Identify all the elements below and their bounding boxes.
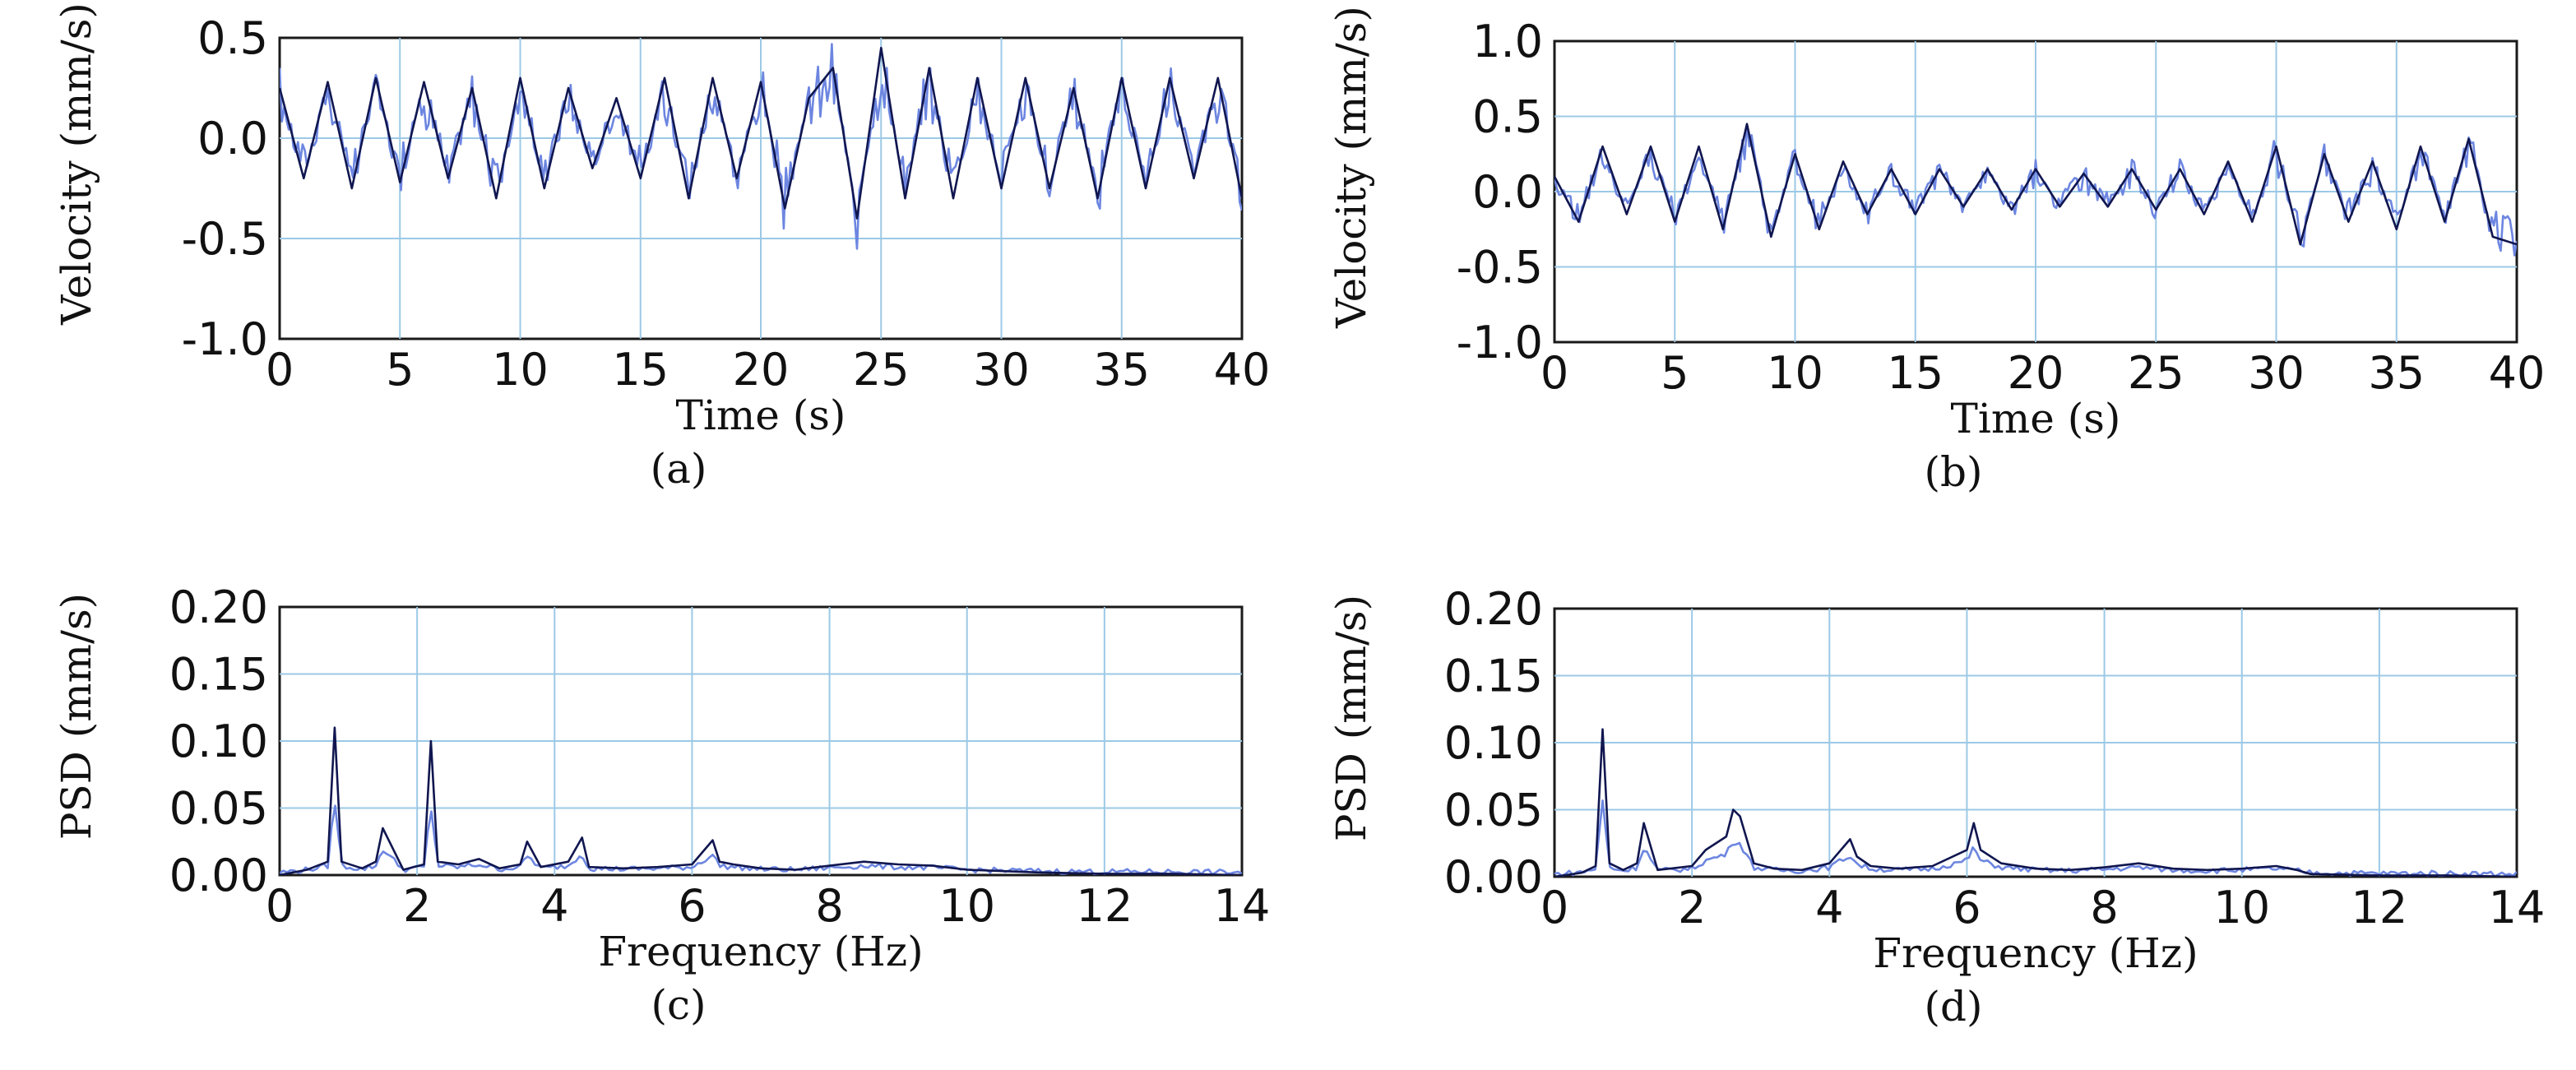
- series-line: [280, 46, 1242, 220]
- y-tick-label: -0.5: [182, 213, 268, 265]
- x-tick-label: 35: [2368, 347, 2425, 399]
- x-tick-label: 30: [973, 344, 1030, 396]
- x-tick-label: 4: [540, 880, 568, 932]
- x-axis-label: Time (s): [1951, 395, 2121, 442]
- y-tick-label: -1.0: [1457, 317, 1543, 368]
- panel-caption: (c): [651, 981, 706, 1029]
- y-tick-label: 0.5: [197, 12, 268, 64]
- x-tick-label: 2: [403, 880, 431, 932]
- y-axis-label: Velocity (mm/s): [53, 2, 100, 326]
- y-axis-label: PSD (mm/s): [1327, 595, 1375, 841]
- y-tick-label: 0.00: [169, 850, 268, 901]
- panel-caption: (a): [651, 445, 707, 493]
- x-axis-label: Frequency (Hz): [598, 928, 923, 975]
- x-tick-label: 12: [1076, 880, 1133, 932]
- x-tick-label: 5: [1661, 347, 1689, 399]
- y-tick-label: 0.10: [169, 716, 268, 767]
- y-tick-label: 0.20: [169, 581, 268, 633]
- y-tick-label: 0.0: [197, 113, 268, 164]
- x-tick-label: 15: [612, 344, 669, 396]
- x-tick-label: 5: [386, 344, 414, 396]
- x-tick-label: 0: [266, 880, 294, 932]
- x-tick-label: 25: [853, 344, 910, 396]
- series-line: [1554, 728, 2517, 877]
- chart-panel-a: 0 5 10 15 20 25 30 35 40 -1.0 -0.5 0.0 0.5 Time (s) Ve…: [53, 2, 1270, 493]
- y-axis-label: PSD (mm/s): [53, 593, 100, 840]
- x-tick-label: 40: [2489, 347, 2546, 399]
- y-tick-label: 0.05: [169, 783, 268, 835]
- chart-panel-b: 0 5 10 15 20 25 30 35 40 -1.0 -0.5 0.0 0.5 1.0 Time (s…: [1327, 6, 2545, 496]
- y-axis-label: Velocity (mm/s): [1327, 6, 1375, 329]
- y-tick-label: 0.15: [1444, 651, 1543, 702]
- y-tick-label: 0.10: [1444, 717, 1543, 769]
- x-tick-label: 15: [1887, 347, 1944, 399]
- x-tick-label: 25: [2128, 347, 2185, 399]
- y-tick-label: -0.5: [1457, 242, 1543, 294]
- series-texture-line: [280, 804, 1242, 875]
- y-tick-label: 0.0: [1472, 166, 1543, 218]
- y-tick-label: 0.05: [1444, 785, 1543, 836]
- chart-panel-d: 0 2 4 6 8 10 12 14 0.00 0.05 0.10 0.15 0.20 Frequency…: [1327, 583, 2545, 1031]
- x-tick-label: 14: [2489, 882, 2546, 933]
- series-line: [1554, 123, 2517, 246]
- x-tick-label: 35: [1093, 344, 1150, 396]
- x-tick-label: 14: [1214, 880, 1271, 932]
- x-tick-label: 10: [2213, 882, 2270, 933]
- y-tick-label: 0.00: [1444, 851, 1543, 903]
- y-tick-label: -1.0: [182, 313, 268, 365]
- x-tick-label: 4: [1815, 882, 1843, 933]
- x-axis-label: Frequency (Hz): [1873, 929, 2198, 977]
- x-tick-label: 6: [1953, 882, 1981, 933]
- x-tick-label: 8: [2090, 882, 2118, 933]
- x-tick-label: 10: [492, 344, 549, 396]
- x-tick-label: 6: [678, 880, 706, 932]
- y-tick-label: 0.20: [1444, 583, 1543, 635]
- x-tick-label: 12: [2351, 882, 2407, 933]
- panel-caption: (b): [1924, 448, 1982, 496]
- panel-caption: (d): [1924, 983, 1982, 1031]
- x-tick-label: 30: [2248, 347, 2305, 399]
- x-tick-label: 10: [938, 880, 995, 932]
- x-tick-label: 0: [266, 344, 294, 396]
- x-tick-label: 0: [1541, 347, 1568, 399]
- x-tick-label: 20: [733, 344, 790, 396]
- x-tick-label: 20: [2008, 347, 2064, 399]
- y-tick-label: 0.5: [1472, 91, 1543, 143]
- x-tick-label: 8: [815, 880, 843, 932]
- x-tick-label: 0: [1541, 882, 1568, 933]
- chart-panel-c: 0 2 4 6 8 10 12 14 0.00 0.05 0.10 0.15 0.20 Frequency…: [53, 581, 1270, 1029]
- y-tick-label: 1.0: [1472, 16, 1543, 67]
- x-tick-label: 10: [1767, 347, 1823, 399]
- x-tick-label: 40: [1214, 344, 1271, 396]
- y-tick-label: 0.15: [169, 649, 268, 701]
- series-line: [280, 726, 1242, 875]
- x-axis-label: Time (s): [676, 391, 846, 439]
- x-tick-label: 2: [1678, 882, 1706, 933]
